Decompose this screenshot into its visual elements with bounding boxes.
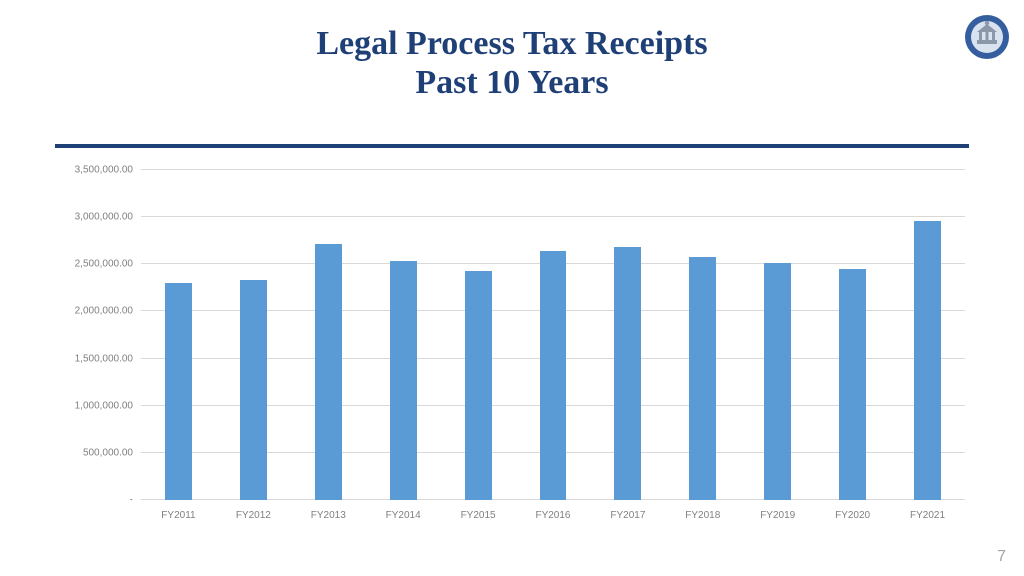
bar bbox=[540, 251, 567, 500]
bar-slot bbox=[516, 170, 591, 500]
x-axis-label: FY2018 bbox=[665, 500, 740, 530]
bar bbox=[764, 263, 791, 500]
bar bbox=[390, 261, 417, 500]
bar-slot bbox=[216, 170, 291, 500]
title-line-2: Past 10 Years bbox=[0, 63, 1024, 102]
x-axis-labels: FY2011FY2012FY2013FY2014FY2015FY2016FY20… bbox=[141, 500, 965, 530]
slide: Legal Process Tax Receipts Past 10 Years… bbox=[0, 0, 1024, 576]
y-axis-label: 3,000,000.00 bbox=[75, 212, 141, 223]
plot-area: -500,000.001,000,000.001,500,000.002,000… bbox=[141, 170, 965, 500]
bar-slot bbox=[890, 170, 965, 500]
bar bbox=[315, 244, 342, 500]
x-axis-label: FY2019 bbox=[740, 500, 815, 530]
title-underline bbox=[55, 144, 969, 148]
bar bbox=[465, 271, 492, 500]
bar-slot bbox=[740, 170, 815, 500]
x-axis-label: FY2016 bbox=[516, 500, 591, 530]
x-axis-label: FY2021 bbox=[890, 500, 965, 530]
y-axis-label: 1,000,000.00 bbox=[75, 400, 141, 411]
y-axis-label: 2,000,000.00 bbox=[75, 306, 141, 317]
bar bbox=[914, 221, 941, 500]
y-axis-label: 2,500,000.00 bbox=[75, 259, 141, 270]
bar-chart: - 500,000.00 1,000,000.00 1,500,000.00 2,000… bbox=[55, 170, 969, 530]
y-axis-label: 3,500,000.00 bbox=[75, 165, 141, 176]
bar-slot bbox=[590, 170, 665, 500]
bars bbox=[141, 170, 965, 500]
x-axis-label: FY2012 bbox=[216, 500, 291, 530]
bar-slot bbox=[366, 170, 441, 500]
x-axis-label: FY2017 bbox=[590, 500, 665, 530]
bar-slot bbox=[291, 170, 366, 500]
x-axis-label: FY2014 bbox=[366, 500, 441, 530]
bar-slot bbox=[141, 170, 216, 500]
x-axis-label: FY2013 bbox=[291, 500, 366, 530]
bar bbox=[839, 269, 866, 500]
x-axis-label: FY2011 bbox=[141, 500, 216, 530]
page-number: 7 bbox=[997, 548, 1006, 566]
y-axis-label: 500,000.00 bbox=[83, 447, 141, 458]
slide-title: Legal Process Tax Receipts Past 10 Years bbox=[0, 24, 1024, 102]
x-axis-label: FY2015 bbox=[441, 500, 516, 530]
bar bbox=[240, 280, 267, 500]
x-axis-label: FY2020 bbox=[815, 500, 890, 530]
bar-slot bbox=[441, 170, 516, 500]
y-axis-label: - bbox=[130, 495, 141, 506]
bar bbox=[689, 257, 716, 500]
bar-slot bbox=[815, 170, 890, 500]
bar bbox=[165, 283, 192, 500]
bar-slot bbox=[665, 170, 740, 500]
bar bbox=[614, 247, 641, 500]
y-axis-label: 1,500,000.00 bbox=[75, 353, 141, 364]
title-line-1: Legal Process Tax Receipts bbox=[0, 24, 1024, 63]
